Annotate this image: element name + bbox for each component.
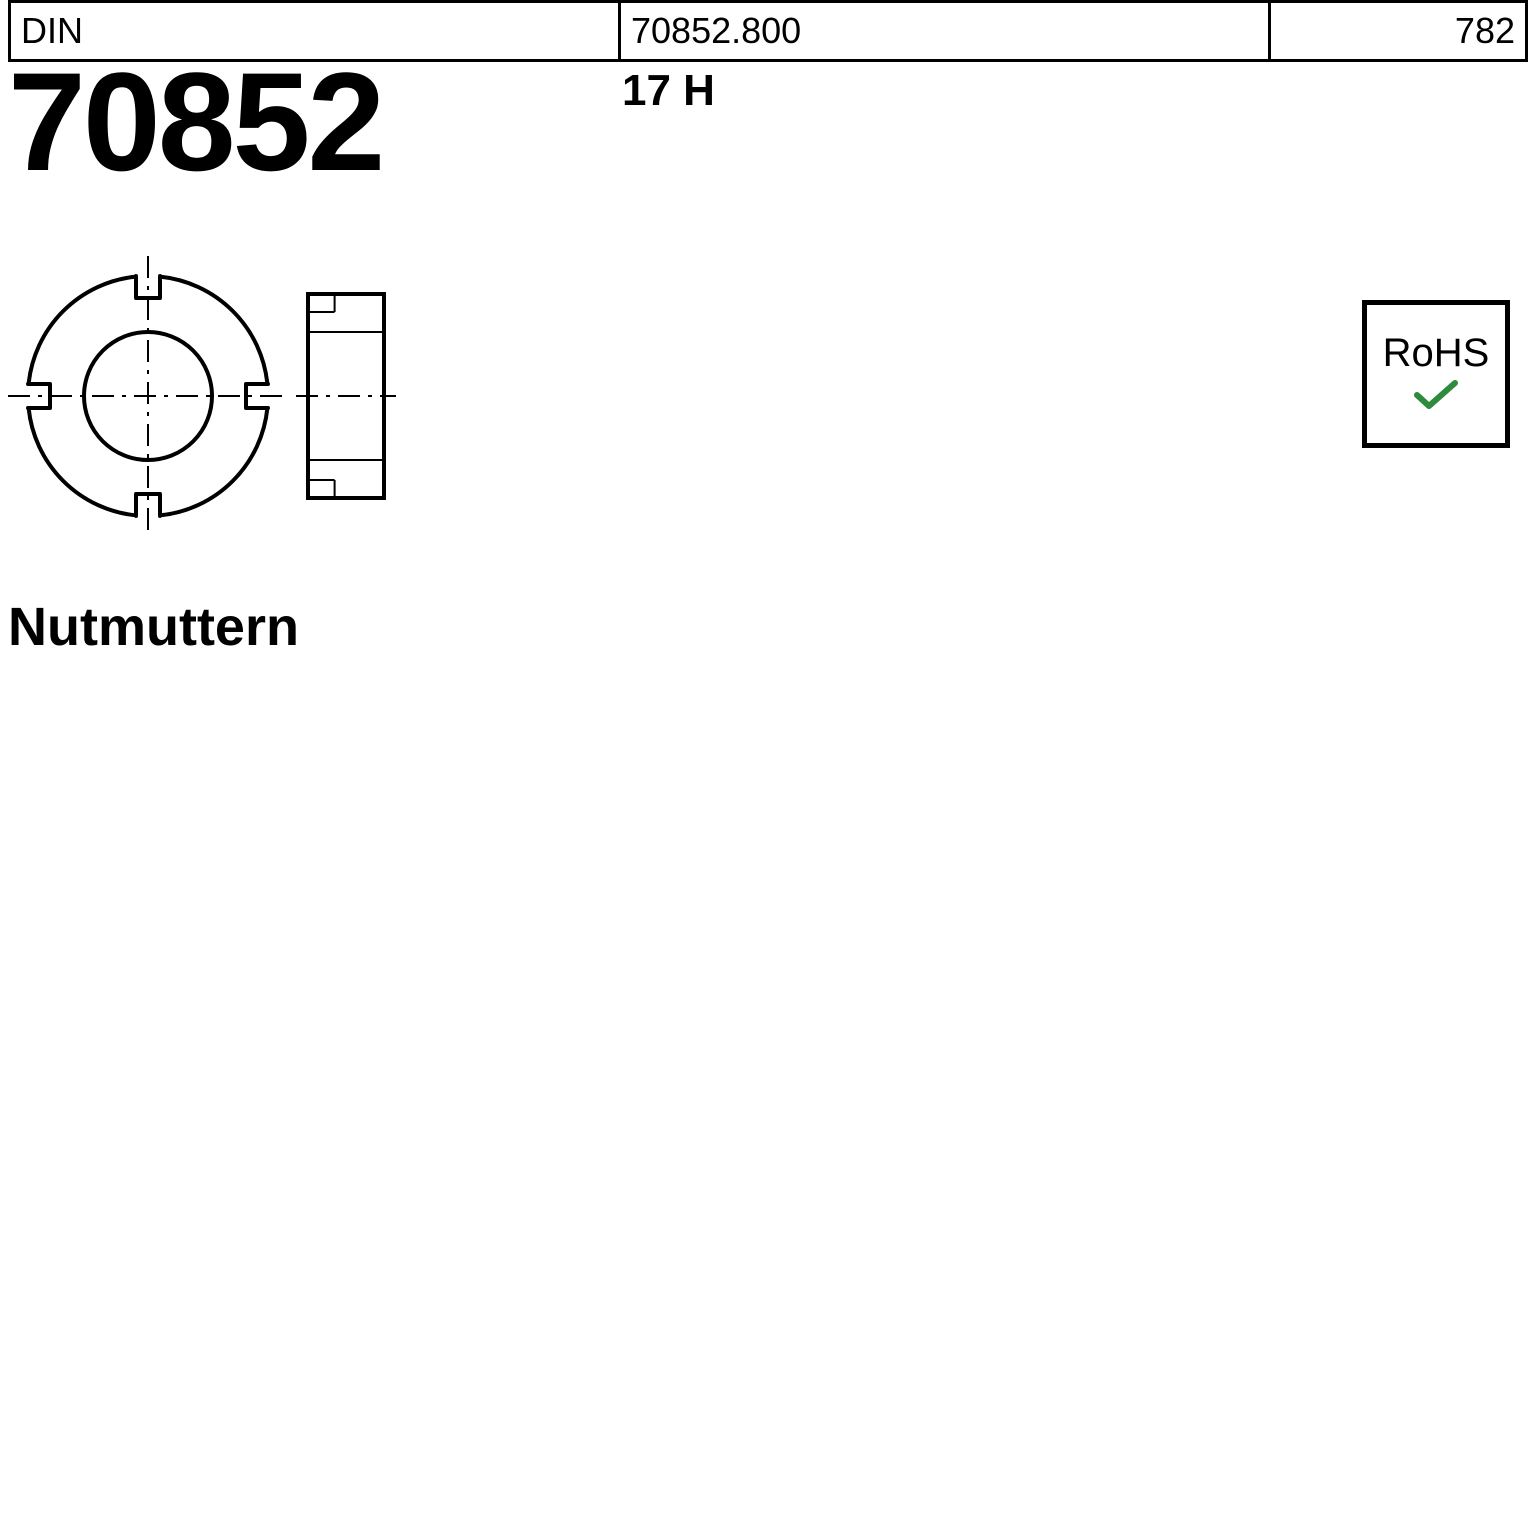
- header-cell-page: 782: [1271, 3, 1525, 59]
- rohs-label: RoHS: [1383, 333, 1490, 373]
- standard-number: 70852: [8, 52, 382, 192]
- technical-drawing: [8, 236, 488, 556]
- header-cell-code: 70852.800: [621, 3, 1271, 59]
- rohs-badge: RoHS: [1362, 300, 1510, 448]
- header-code-label: 70852.800: [631, 10, 801, 52]
- spec-label: 17 H: [622, 66, 715, 116]
- header-page-label: 782: [1455, 10, 1515, 52]
- product-name: Nutmuttern: [8, 596, 299, 658]
- check-icon: [1413, 379, 1459, 416]
